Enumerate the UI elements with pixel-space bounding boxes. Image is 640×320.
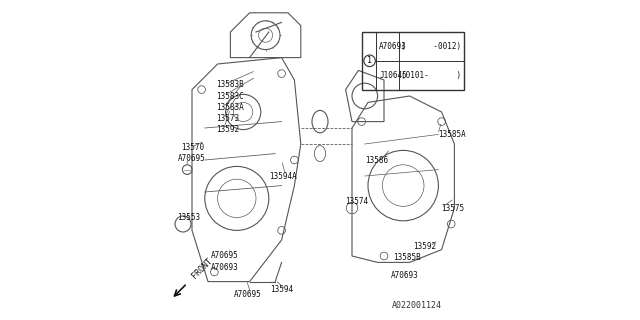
Text: 13553: 13553 [178, 213, 201, 222]
Bar [362, 32, 464, 90]
Text: J10645: J10645 [380, 71, 407, 80]
Text: 13592: 13592 [413, 242, 436, 251]
Text: 13575: 13575 [442, 204, 465, 212]
Text: 13570: 13570 [181, 143, 204, 152]
Text: 13583B: 13583B [216, 80, 244, 89]
Text: 13594: 13594 [270, 285, 294, 294]
Text: 13583C: 13583C [216, 92, 244, 100]
Text: 13573: 13573 [216, 114, 239, 123]
Text: A70695: A70695 [178, 154, 205, 163]
Text: A70693: A70693 [380, 42, 407, 51]
Text: A70695: A70695 [211, 252, 239, 260]
Text: FRONT: FRONT [191, 256, 214, 280]
Text: 13594A: 13594A [269, 172, 296, 180]
Text: (0101-      ): (0101- ) [401, 71, 461, 80]
Text: 13586: 13586 [365, 156, 388, 164]
Text: A70695: A70695 [234, 290, 261, 299]
Text: A022001124: A022001124 [392, 301, 442, 310]
Text: A70693: A70693 [390, 271, 418, 280]
Text: 13592: 13592 [216, 125, 239, 134]
Text: 13585A: 13585A [438, 130, 466, 139]
Text: (      -0012): ( -0012) [401, 42, 461, 51]
Text: A70693: A70693 [211, 263, 239, 272]
Text: 13583A: 13583A [216, 103, 244, 112]
Text: 13585B: 13585B [394, 253, 421, 262]
Text: 13574: 13574 [346, 197, 369, 206]
Text: 1: 1 [367, 56, 372, 65]
